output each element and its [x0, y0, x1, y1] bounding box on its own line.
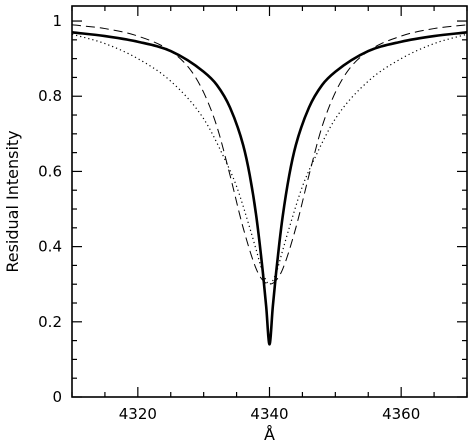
x-tick-label: 4320: [119, 405, 157, 423]
y-tick-labels: 0 0.2 0.4 0.6 0.8 1: [38, 12, 62, 406]
y-tick-label: 0.4: [38, 238, 62, 256]
y-tick-label: 0.8: [38, 87, 62, 105]
y-tick-label: 1: [52, 12, 62, 30]
y-tick-label: 0.2: [38, 313, 62, 331]
x-tick-labels: 4320 4340 4360: [119, 405, 421, 423]
series-line-dashed: [71, 24, 468, 285]
plot-lines: [71, 24, 468, 346]
series-line-dotted: [71, 33, 468, 285]
y-axis-label: Residual Intensity: [3, 130, 22, 272]
x-axis-label: Å: [264, 425, 275, 444]
x-tick-label: 4340: [250, 405, 288, 423]
y-tick-label: 0: [52, 388, 62, 406]
axis-ticks: [71, 6, 468, 398]
series-line-solid: [71, 31, 468, 346]
x-tick-label: 4360: [382, 405, 420, 423]
y-tick-label: 0.6: [38, 162, 62, 180]
